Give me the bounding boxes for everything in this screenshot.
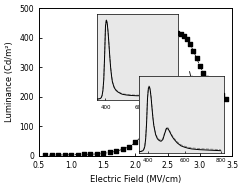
Point: [220, 94, 224, 97]
Point: [140, 134, 144, 137]
Point: [204, 76, 208, 79]
Point: [76, 153, 79, 156]
Point: [169, 47, 173, 50]
Point: [208, 80, 211, 83]
Point: [217, 91, 221, 94]
Point: [191, 50, 195, 53]
Point: [185, 38, 189, 41]
Point: [147, 125, 150, 128]
Point: [175, 32, 179, 35]
Point: [127, 145, 131, 148]
Point: [214, 87, 218, 90]
X-axis label: Electric Field (MV/cm): Electric Field (MV/cm): [90, 175, 181, 184]
Point: [179, 33, 182, 36]
Point: [121, 148, 125, 151]
Point: [88, 153, 92, 156]
Point: [114, 150, 118, 153]
Point: [211, 84, 215, 87]
Point: [101, 152, 105, 155]
Point: [198, 64, 202, 67]
Point: [224, 98, 228, 101]
Point: [195, 57, 199, 60]
Point: [201, 71, 205, 74]
Point: [159, 88, 163, 91]
Point: [153, 110, 157, 113]
Point: [172, 36, 176, 39]
Point: [63, 153, 67, 156]
Point: [69, 153, 73, 156]
Point: [188, 43, 192, 46]
Point: [134, 141, 138, 144]
Point: [50, 154, 54, 157]
Point: [166, 58, 170, 61]
Point: [43, 154, 47, 157]
Point: [108, 151, 112, 154]
Y-axis label: Luminance (Cd/m²): Luminance (Cd/m²): [5, 42, 14, 122]
Point: [82, 153, 86, 156]
Point: [182, 35, 186, 38]
Point: [56, 154, 60, 157]
Point: [95, 153, 99, 156]
